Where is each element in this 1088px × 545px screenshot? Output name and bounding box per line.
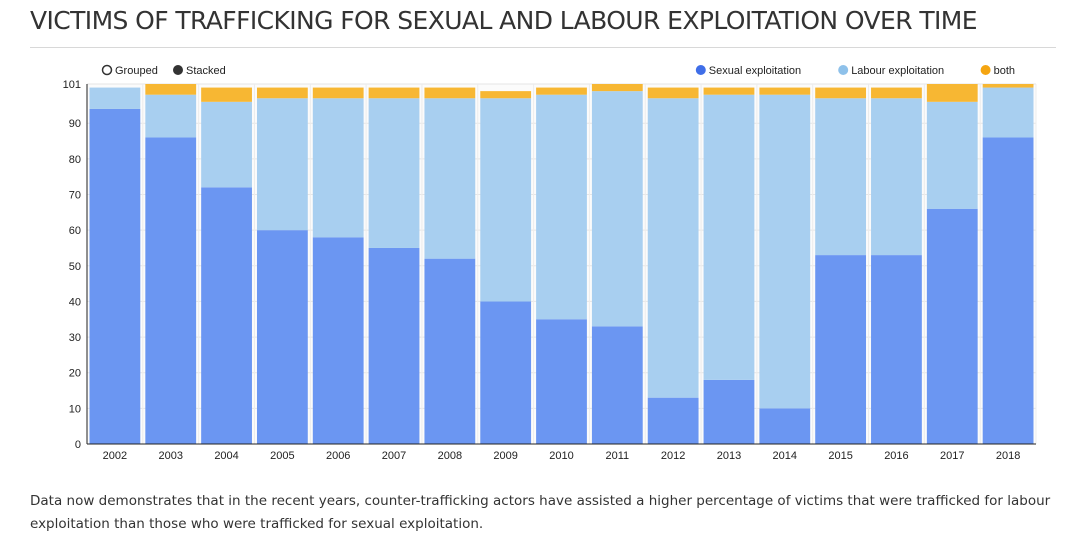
x-tick-label: 2009 (493, 450, 517, 462)
bar-both-2004[interactable]: 2004 — both: 4 (201, 87, 252, 102)
x-tick-label: 2016 (884, 450, 908, 462)
radio-selected-icon (173, 65, 183, 75)
y-tick-label: 20 (69, 368, 81, 380)
bar-sexual-exploitation-2008[interactable]: 2008 — Sexual exploitation: 52 (424, 258, 476, 444)
title-divider (30, 47, 1056, 48)
bar-labour-exploitation-2005[interactable]: 2005 — Labour exploitation: 37 (256, 98, 308, 231)
bar-labour-exploitation-2013[interactable]: 2013 — Labour exploitation: 80 (703, 94, 755, 380)
bar-both-2016[interactable]: 2016 — both: 3 (871, 87, 922, 99)
mode-toggle-stacked[interactable]: Stacked (173, 65, 226, 77)
x-tick-label: 2008 (438, 450, 462, 462)
bar-both-2007[interactable]: 2007 — both: 3 (368, 87, 420, 99)
legend-item-sexual-exploitation[interactable]: Sexual exploitation (695, 65, 801, 77)
bar-sexual-exploitation-2010[interactable]: 2010 — Sexual exploitation: 35 (536, 319, 587, 444)
bar-labour-exploitation-2004[interactable]: 2004 — Labour exploitation: 24 (201, 101, 252, 188)
bar-both-2011[interactable]: 2011 — both: 2 (591, 84, 643, 92)
bar-both-2006[interactable]: 2006 — both: 3 (312, 87, 364, 99)
legend-swatch-icon (695, 65, 706, 75)
mode-toggle-label: Grouped (115, 65, 158, 77)
bar-labour-exploitation-2018[interactable]: 2018 — Labour exploitation: 14 (982, 87, 1034, 138)
bar-labour-exploitation-2011[interactable]: 2011 — Labour exploitation: 66 (591, 91, 643, 327)
bar-sexual-exploitation-2002[interactable]: 2002 — Sexual exploitation: 94 (89, 108, 141, 444)
bar-sexual-exploitation-2006[interactable]: 2006 — Sexual exploitation: 58 (312, 237, 364, 444)
bar-sexual-exploitation-2018[interactable]: 2018 — Sexual exploitation: 86 (982, 137, 1034, 445)
x-tick-label: 2004 (214, 450, 238, 462)
bar-sexual-exploitation-2015[interactable]: 2015 — Sexual exploitation: 53 (815, 255, 867, 444)
bar-both-2005[interactable]: 2005 — both: 3 (256, 87, 308, 99)
bar-sexual-exploitation-2013[interactable]: 2013 — Sexual exploitation: 18 (703, 379, 755, 444)
bar-labour-exploitation-2002[interactable]: 2002 — Labour exploitation: 6 (89, 87, 141, 109)
x-tick-label: 2011 (605, 450, 629, 462)
y-tick-label: 101 (63, 79, 81, 91)
legend-label: both (994, 65, 1015, 77)
legend-swatch-icon (838, 65, 849, 75)
x-tick-label: 2003 (158, 450, 182, 462)
bar-labour-exploitation-2016[interactable]: 2016 — Labour exploitation: 44 (871, 98, 922, 256)
x-tick-label: 2006 (326, 450, 350, 462)
legend-item-both[interactable]: both (980, 65, 1015, 77)
x-tick-label: 2018 (996, 450, 1020, 462)
bar-both-2012[interactable]: 2012 — both: 3 (647, 87, 699, 99)
legend-swatch-icon (980, 65, 991, 75)
bar-labour-exploitation-2009[interactable]: 2009 — Labour exploitation: 57 (480, 98, 532, 302)
bar-sexual-exploitation-2016[interactable]: 2016 — Sexual exploitation: 53 (871, 255, 922, 444)
bar-labour-exploitation-2006[interactable]: 2006 — Labour exploitation: 39 (312, 98, 364, 238)
bar-labour-exploitation-2007[interactable]: 2007 — Labour exploitation: 42 (368, 98, 420, 248)
y-tick-label: 10 (69, 403, 81, 415)
bar-sexual-exploitation-2012[interactable]: 2012 — Sexual exploitation: 13 (647, 397, 699, 444)
bar-labour-exploitation-2008[interactable]: 2008 — Labour exploitation: 45 (424, 98, 476, 259)
bar-both-2017[interactable]: 2017 — both: 5 (926, 84, 978, 102)
bar-sexual-exploitation-2005[interactable]: 2005 — Sexual exploitation: 60 (256, 230, 308, 444)
bar-labour-exploitation-2012[interactable]: 2012 — Labour exploitation: 84 (647, 98, 699, 398)
y-tick-label: 30 (69, 332, 81, 344)
bar-labour-exploitation-2003[interactable]: 2003 — Labour exploitation: 12 (145, 94, 197, 138)
bar-sexual-exploitation-2003[interactable]: 2003 — Sexual exploitation: 86 (145, 137, 197, 445)
y-tick-label: 70 (69, 189, 81, 201)
mode-toggle-label: Stacked (186, 65, 226, 77)
x-tick-label: 2010 (549, 450, 573, 462)
bar-labour-exploitation-2017[interactable]: 2017 — Labour exploitation: 30 (926, 101, 978, 209)
bar-both-2010[interactable]: 2010 — both: 2 (536, 87, 587, 95)
bar-both-2003[interactable]: 2003 — both: 3 (145, 84, 197, 95)
bar-labour-exploitation-2014[interactable]: 2014 — Labour exploitation: 88 (759, 94, 811, 409)
x-tick-label: 2014 (773, 450, 797, 462)
stacked-bar-chart: 2002 — Sexual exploitation: 942002 — Lab… (63, 64, 1037, 462)
legend-label: Sexual exploitation (709, 65, 801, 77)
bar-sexual-exploitation-2014[interactable]: 2014 — Sexual exploitation: 10 (759, 408, 811, 444)
bar-both-2014[interactable]: 2014 — both: 2 (759, 87, 811, 95)
bar-labour-exploitation-2015[interactable]: 2015 — Labour exploitation: 44 (815, 98, 867, 256)
y-tick-label: 0 (75, 439, 81, 451)
bar-both-2013[interactable]: 2013 — both: 2 (703, 87, 755, 95)
x-tick-label: 2013 (717, 450, 741, 462)
bar-sexual-exploitation-2017[interactable]: 2017 — Sexual exploitation: 66 (926, 208, 978, 444)
legend-label: Labour exploitation (851, 65, 944, 77)
y-tick-label: 90 (69, 118, 81, 130)
legend-item-labour-exploitation[interactable]: Labour exploitation (838, 65, 944, 77)
bar-both-2015[interactable]: 2015 — both: 3 (815, 87, 867, 99)
x-tick-label: 2007 (382, 450, 406, 462)
mode-toggle-grouped[interactable]: Grouped (101, 64, 158, 77)
page-title: VICTIMS OF TRAFFICKING FOR SEXUAL AND LA… (30, 6, 978, 35)
chart-caption: Data now demonstrates that in the recent… (30, 493, 1051, 532)
y-tick-label: 60 (69, 225, 81, 237)
bar-sexual-exploitation-2011[interactable]: 2011 — Sexual exploitation: 33 (591, 326, 643, 444)
bar-both-2009[interactable]: 2009 — both: 2 (480, 91, 532, 99)
bar-sexual-exploitation-2004[interactable]: 2004 — Sexual exploitation: 72 (201, 187, 252, 444)
y-tick-label: 50 (69, 261, 81, 273)
x-tick-label: 2005 (270, 450, 294, 462)
radio-empty-icon (101, 64, 113, 76)
bar-sexual-exploitation-2007[interactable]: 2007 — Sexual exploitation: 55 (368, 247, 420, 444)
y-tick-label: 80 (69, 154, 81, 166)
bar-labour-exploitation-2010[interactable]: 2010 — Labour exploitation: 63 (536, 94, 587, 320)
x-tick-label: 2017 (940, 450, 964, 462)
y-tick-label: 40 (69, 296, 81, 308)
x-tick-label: 2002 (103, 450, 127, 462)
bar-sexual-exploitation-2009[interactable]: 2009 — Sexual exploitation: 40 (480, 301, 532, 444)
x-tick-label: 2012 (661, 450, 685, 462)
bar-both-2008[interactable]: 2008 — both: 3 (424, 87, 476, 99)
bar-both-2018[interactable]: 2018 — both: 1 (982, 84, 1034, 88)
x-tick-label: 2015 (828, 450, 852, 462)
